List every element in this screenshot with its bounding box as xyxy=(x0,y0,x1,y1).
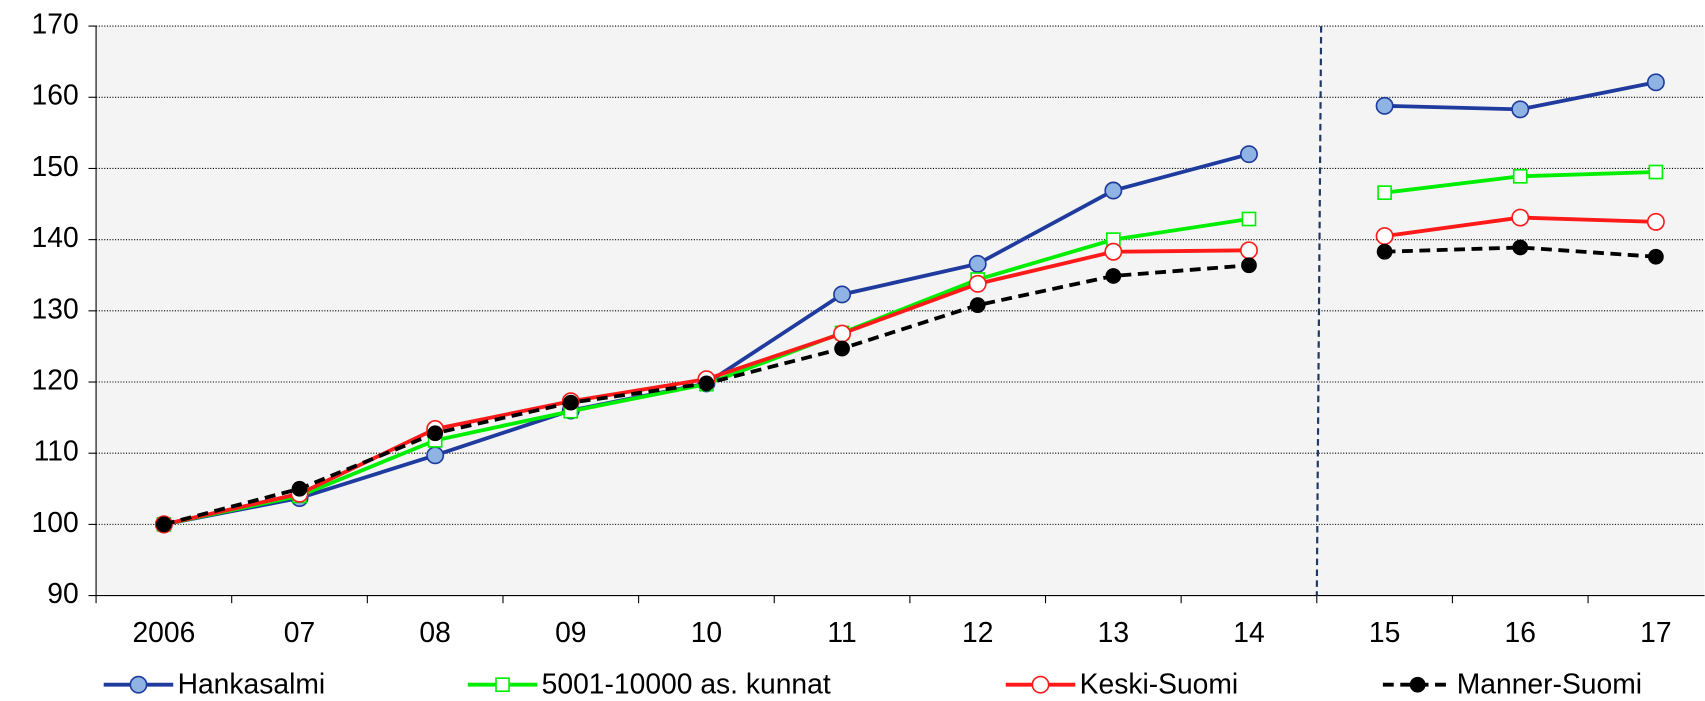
marker xyxy=(1376,243,1393,260)
marker xyxy=(1240,241,1258,260)
marker xyxy=(1409,676,1426,693)
x-tick-label: 08 xyxy=(419,616,450,648)
marker xyxy=(495,677,510,693)
marker xyxy=(1512,239,1529,256)
y-tick-label: 100 xyxy=(32,506,79,538)
marker xyxy=(969,297,986,314)
marker xyxy=(1377,185,1392,200)
marker xyxy=(1511,100,1530,119)
series-line xyxy=(1384,245,1657,259)
x-tick-label: 07 xyxy=(284,616,315,648)
legend-label: Manner-Suomi xyxy=(1457,667,1642,699)
x-tick-label: 14 xyxy=(1233,616,1264,648)
marker xyxy=(968,254,987,273)
marker xyxy=(1375,96,1394,115)
x-tick-label: 11 xyxy=(827,616,856,648)
y-tick-label: 130 xyxy=(32,292,79,324)
x-tick-label: 16 xyxy=(1505,616,1536,648)
marker xyxy=(833,324,852,343)
x-tick-label: 12 xyxy=(962,616,993,648)
y-tick-label: 120 xyxy=(32,363,79,395)
legend-item: Manner-Suomi xyxy=(1382,667,1642,699)
legend-label: 5001-10000 as. kunnat xyxy=(542,667,831,699)
marker xyxy=(1511,208,1530,227)
marker xyxy=(834,340,850,357)
marker xyxy=(1241,211,1257,227)
legend-label: Hankasalmi xyxy=(178,667,326,699)
marker xyxy=(698,375,715,392)
marker xyxy=(129,675,148,694)
marker xyxy=(968,274,987,293)
legend-label: Keski-Suomi xyxy=(1080,667,1239,699)
marker xyxy=(1105,268,1122,284)
legend-item: Keski-Suomi xyxy=(1005,667,1239,699)
marker xyxy=(1241,257,1257,274)
series xyxy=(156,239,1664,533)
y-tick-label: 150 xyxy=(32,150,79,182)
marker xyxy=(156,516,172,533)
marker xyxy=(427,425,444,442)
marker xyxy=(833,285,852,304)
marker xyxy=(1512,168,1528,184)
marker xyxy=(1375,227,1394,246)
x-tick-label: 13 xyxy=(1098,616,1129,648)
marker xyxy=(1104,242,1123,261)
divider xyxy=(1315,26,1323,596)
marker xyxy=(1646,212,1665,231)
y-tick-label: 170 xyxy=(32,8,79,40)
y-tick-label: 110 xyxy=(34,435,79,467)
marker xyxy=(291,480,308,497)
marker xyxy=(1647,248,1664,265)
x-tick-label: 09 xyxy=(555,616,586,648)
legend-item: 5001-10000 as. kunnat xyxy=(467,667,831,699)
x-tick-label: 17 xyxy=(1640,616,1671,648)
marker xyxy=(1240,145,1258,164)
y-tick-label: 90 xyxy=(47,577,78,609)
y-tick-label: 160 xyxy=(32,79,79,111)
marker xyxy=(426,446,445,465)
marker xyxy=(562,394,579,411)
marker xyxy=(1104,181,1123,200)
legend-item: Hankasalmi xyxy=(103,667,326,699)
x-tick-label: 2006 xyxy=(132,616,195,648)
x-tick-label: 15 xyxy=(1369,616,1400,648)
marker xyxy=(1031,675,1050,694)
marker xyxy=(1648,164,1664,180)
y-tick-label: 140 xyxy=(32,221,79,253)
marker xyxy=(1646,73,1665,92)
x-tick-label: 10 xyxy=(691,616,722,648)
